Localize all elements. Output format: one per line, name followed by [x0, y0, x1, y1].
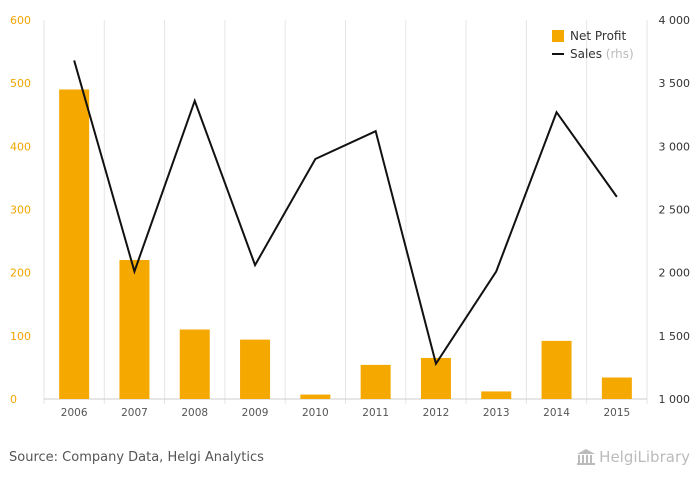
net-profit-bar	[119, 260, 150, 399]
helgi-library-logo: HelgiLibrary	[577, 448, 690, 466]
x-tick-label: 2014	[543, 407, 570, 419]
y-right-tick-label: 3 000	[659, 140, 691, 153]
net-profit-bar	[481, 391, 512, 399]
y-right-tick-label: 2 000	[659, 267, 691, 280]
net-profit-bar	[179, 329, 210, 399]
legend-net-profit-swatch	[552, 30, 564, 42]
x-tick-label: 2006	[61, 407, 88, 419]
y-left-tick-label: 500	[10, 77, 31, 90]
y-right-tick-label: 3 500	[659, 77, 691, 90]
sales-line	[73, 60, 618, 367]
source-note: Source: Company Data, Helgi Analytics	[9, 450, 264, 465]
y-right-tick-label: 2 500	[659, 204, 691, 217]
net-profit-bar	[601, 377, 632, 399]
logo-text: HelgiLibrary	[599, 448, 690, 466]
x-tick-label: 2015	[603, 407, 630, 419]
legend-sales-rhs: (rhs)	[606, 47, 634, 61]
legend-sales-label: Sales (rhs)	[570, 47, 634, 61]
net-profit-bar	[360, 364, 391, 399]
library-building-icon	[577, 449, 596, 465]
y-left-tick-label: 0	[10, 393, 17, 406]
x-tick-label: 2010	[302, 407, 329, 419]
x-tick-label: 2008	[181, 407, 208, 419]
net-profit-bar	[541, 340, 572, 399]
net-profit-bar	[240, 339, 271, 399]
y-left-tick-label: 600	[10, 14, 31, 27]
net-profit-bar	[300, 394, 331, 399]
y-left-tick-label: 100	[10, 330, 31, 343]
x-tick-label: 2011	[362, 407, 389, 419]
y-right-tick-label: 1 000	[659, 393, 691, 406]
y-left-tick-label: 400	[10, 140, 31, 153]
y-right-tick-label: 1 500	[659, 330, 691, 343]
x-tick-label: 2013	[483, 407, 510, 419]
y-right-tick-label: 4 000	[659, 14, 691, 27]
y-left-tick-label: 200	[10, 267, 31, 280]
x-tick-label: 2009	[242, 407, 269, 419]
net-profit-bar	[59, 89, 90, 399]
y-left-tick-label: 300	[10, 204, 31, 217]
legend-net-profit-label: Net Profit	[570, 29, 626, 43]
x-tick-label: 2007	[121, 407, 148, 419]
x-tick-label: 2012	[423, 407, 450, 419]
